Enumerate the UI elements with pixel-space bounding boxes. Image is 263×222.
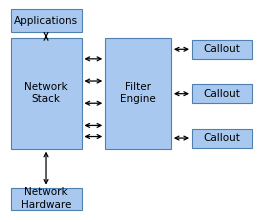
- Text: Filter
Engine: Filter Engine: [120, 82, 156, 104]
- FancyBboxPatch shape: [11, 188, 82, 210]
- FancyBboxPatch shape: [192, 40, 252, 59]
- FancyBboxPatch shape: [192, 84, 252, 103]
- Text: Callout: Callout: [204, 133, 241, 143]
- Text: Applications: Applications: [14, 16, 78, 26]
- FancyBboxPatch shape: [11, 9, 82, 32]
- Text: Network
Stack: Network Stack: [24, 82, 68, 104]
- FancyBboxPatch shape: [11, 38, 82, 149]
- Text: Callout: Callout: [204, 44, 241, 54]
- FancyBboxPatch shape: [192, 129, 252, 148]
- Text: Callout: Callout: [204, 89, 241, 99]
- FancyBboxPatch shape: [105, 38, 171, 149]
- Text: Network
Hardware: Network Hardware: [21, 188, 71, 210]
